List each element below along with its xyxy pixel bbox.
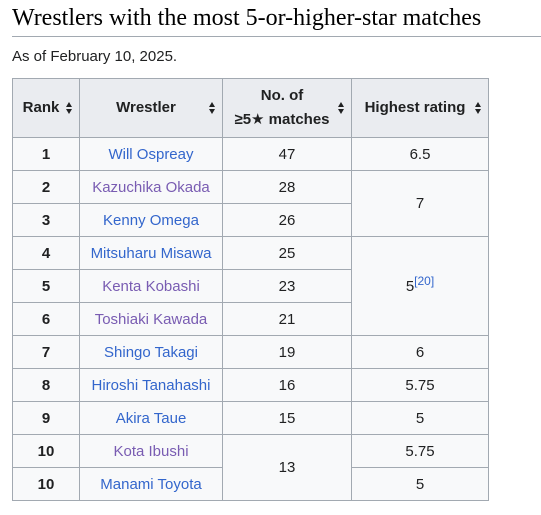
rank-cell: 10 [12, 467, 80, 501]
rating-cell: 6 [351, 335, 489, 369]
rank-cell: 9 [12, 401, 80, 435]
wrestler-cell: Manami Toyota [79, 467, 223, 501]
wrestler-link[interactable]: Kenta Kobashi [102, 277, 200, 295]
wrestler-cell: Kenny Omega [79, 203, 223, 237]
rating-cell: 7 [351, 170, 489, 237]
rank-cell: 3 [12, 203, 80, 237]
wrestler-cell: Kenta Kobashi [79, 269, 223, 303]
rank-cell: 10 [12, 434, 80, 468]
column-header-wrestler[interactable]: Wrestler [79, 78, 223, 138]
matches-cell: 13 [222, 434, 352, 501]
rating-cell: 5[20] [351, 236, 489, 336]
column-header-label: No. of [260, 87, 304, 104]
table-header-row: Rank Wrestler No. of ≥5★ matches Highest … [12, 78, 489, 138]
rank-cell: 2 [12, 170, 80, 204]
rank-cell: 1 [12, 137, 80, 171]
as-of-note: As of February 10, 2025. [12, 48, 178, 65]
matches-cell: 47 [222, 137, 352, 171]
wrestler-cell: Kazuchika Okada [79, 170, 223, 204]
matches-cell: 26 [222, 203, 352, 237]
table-row: 10 Manami Toyota 5 [12, 467, 489, 501]
wrestler-cell: Hiroshi Tanahashi [79, 368, 223, 402]
sort-icon[interactable] [475, 101, 482, 115]
table-row: 10 Kota Ibushi 13 5.75 [12, 434, 489, 501]
section-heading: Wrestlers with the most 5-or-higher-star… [12, 5, 482, 31]
wrestler-cell: Shingo Takagi [79, 335, 223, 369]
rank-cell: 6 [12, 302, 80, 336]
table-row: 1 Will Ospreay 47 6.5 [12, 137, 489, 171]
column-header-rank[interactable]: Rank [12, 78, 80, 138]
table-row: 7 Shingo Takagi 19 6 [12, 335, 489, 369]
wrestler-link[interactable]: Kota Ibushi [113, 442, 189, 460]
column-header-rating[interactable]: Highest rating [351, 78, 489, 138]
matches-cell: 23 [222, 269, 352, 303]
column-header-label: Rank [22, 99, 60, 116]
table-row: 3 Kenny Omega 26 [12, 203, 489, 237]
column-header-matches[interactable]: No. of ≥5★ matches [222, 78, 352, 138]
table-row: 5 Kenta Kobashi 23 [12, 269, 489, 303]
sort-icon[interactable] [338, 101, 345, 115]
wrestler-link[interactable]: Kazuchika Okada [92, 178, 210, 196]
rank-cell: 4 [12, 236, 80, 270]
heading-divider [12, 36, 541, 37]
matches-cell: 21 [222, 302, 352, 336]
wrestler-cell: Akira Taue [79, 401, 223, 435]
table-row: 9 Akira Taue 15 5 [12, 401, 489, 435]
column-header-label: Wrestler [116, 99, 176, 116]
wrestler-link[interactable]: Kenny Omega [103, 211, 199, 229]
matches-cell: 19 [222, 335, 352, 369]
column-header-label: ≥5★ matches [234, 111, 330, 128]
rating-cell: 6.5 [351, 137, 489, 171]
wrestler-link[interactable]: Mitsuharu Misawa [90, 244, 212, 262]
table-row: 2 Kazuchika Okada 28 7 [12, 170, 489, 237]
matches-cell: 16 [222, 368, 352, 402]
column-header-label: Highest rating [364, 99, 466, 116]
wrestler-cell: Kota Ibushi [79, 434, 223, 468]
wrestler-link[interactable]: Akira Taue [115, 409, 187, 427]
rating-cell: 5.75 [351, 368, 489, 402]
wrestler-cell: Will Ospreay [79, 137, 223, 171]
wrestler-link[interactable]: Shingo Takagi [104, 343, 198, 361]
rating-cell: 5.75 [351, 434, 489, 468]
rating-cell: 5 [351, 401, 489, 435]
sort-icon[interactable] [66, 101, 73, 115]
rank-cell: 8 [12, 368, 80, 402]
rank-cell: 5 [12, 269, 80, 303]
rating-cell: 5 [351, 467, 489, 501]
table-row: 8 Hiroshi Tanahashi 16 5.75 [12, 368, 489, 402]
table-row: 4 Mitsuharu Misawa 25 5[20] [12, 236, 489, 336]
matches-cell: 28 [222, 170, 352, 204]
wrestler-link[interactable]: Manami Toyota [100, 475, 202, 493]
sort-icon[interactable] [209, 101, 216, 115]
wrestler-cell: Toshiaki Kawada [79, 302, 223, 336]
wrestler-link[interactable]: Will Ospreay [108, 145, 194, 163]
matches-cell: 25 [222, 236, 352, 270]
wrestler-link[interactable]: Toshiaki Kawada [94, 310, 208, 328]
wrestlers-table: Rank Wrestler No. of ≥5★ matches Highest … [12, 78, 489, 501]
wrestler-link[interactable]: Hiroshi Tanahashi [91, 376, 211, 394]
reference-link[interactable]: [20] [414, 273, 435, 288]
wrestler-cell: Mitsuharu Misawa [79, 236, 223, 270]
rank-cell: 7 [12, 335, 80, 369]
matches-cell: 15 [222, 401, 352, 435]
rating-value: 5 [405, 277, 415, 295]
